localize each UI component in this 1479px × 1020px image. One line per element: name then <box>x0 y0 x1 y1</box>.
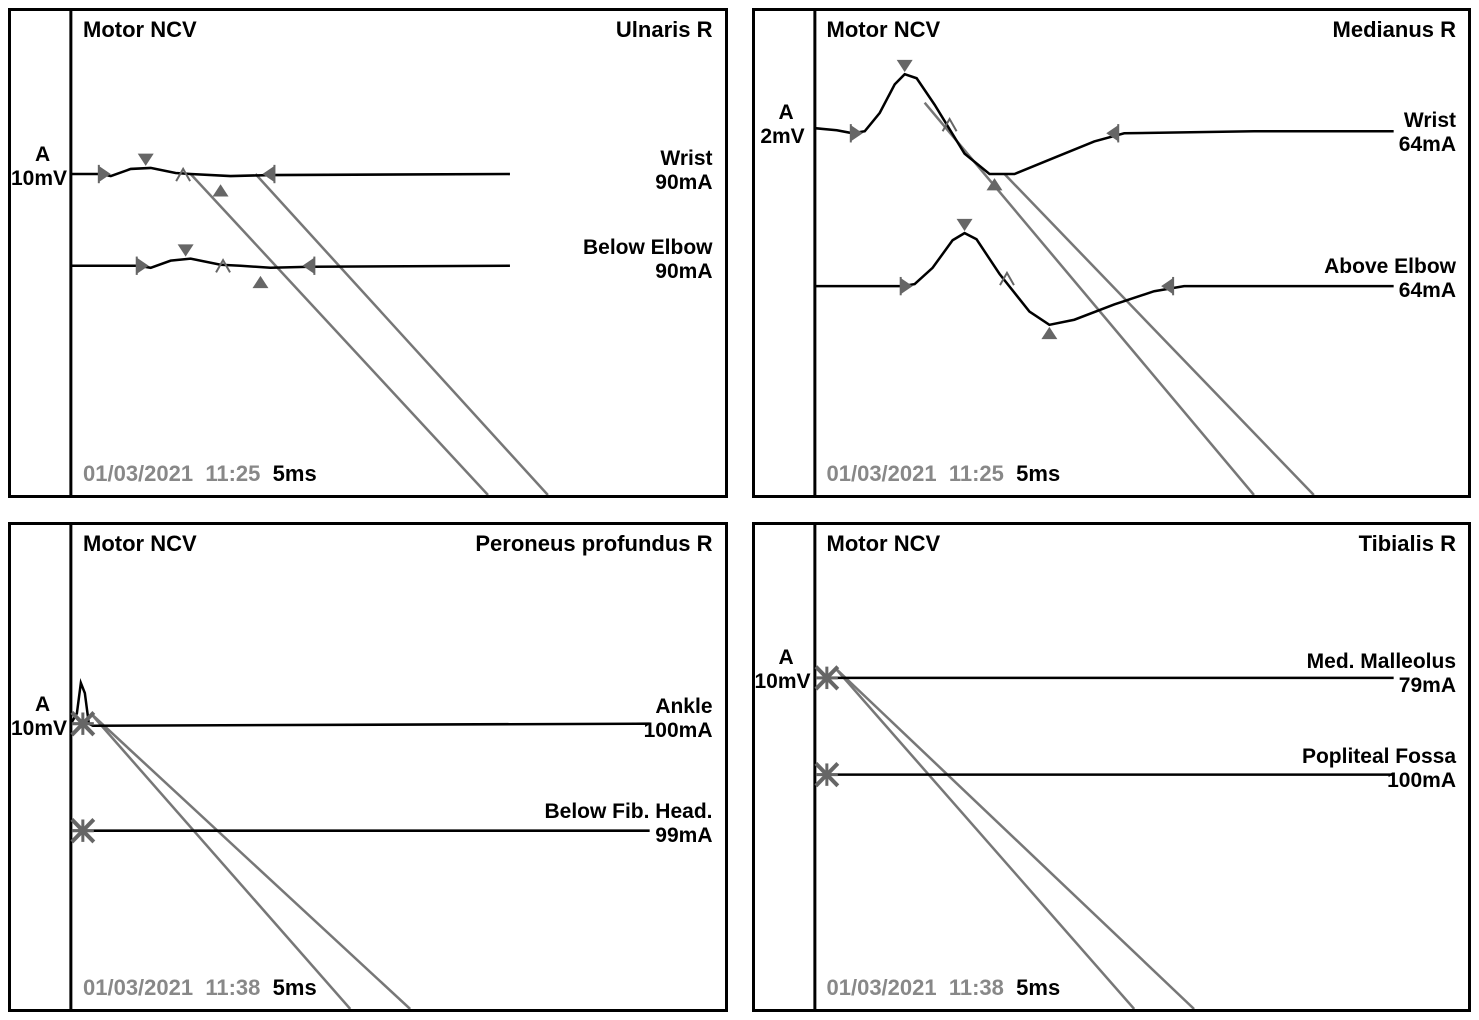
trace-label: Below Elbow90mA <box>583 236 713 284</box>
panel-nerve: Peroneus profundus R <box>475 531 712 557</box>
axis-unit: 10mV <box>11 167 67 191</box>
trace-label: Wrist90mA <box>655 147 712 195</box>
panel-bottom-left: Motor NCV Peroneus profundus R A 10mV An… <box>8 522 728 1012</box>
timestamp: 01/03/2021 11:25 5ms <box>83 461 317 487</box>
timestamp: 01/03/2021 11:38 5ms <box>83 975 317 1001</box>
panel-title: Motor NCV <box>83 531 197 557</box>
axis-unit: 2mV <box>755 125 811 149</box>
axis-letter: A <box>35 143 50 167</box>
axis-letter: A <box>779 646 794 670</box>
waveform-svg <box>755 11 1469 495</box>
trace-label: Med. Malleolus79mA <box>1307 650 1456 698</box>
panel-top-left: Motor NCV Ulnaris R A 10mV Wrist90mA Bel… <box>8 8 728 498</box>
trace-label: Wrist64mA <box>1399 109 1456 157</box>
panel-nerve: Medianus R <box>1333 17 1456 43</box>
trace-label: Popliteal Fossa100mA <box>1302 745 1456 793</box>
waveform-svg <box>11 525 725 1009</box>
panel-title: Motor NCV <box>827 531 941 557</box>
panel-top-right: Motor NCV Medianus R A 2mV Wrist64mA Abo… <box>752 8 1472 498</box>
timestamp: 01/03/2021 11:25 5ms <box>827 461 1061 487</box>
panel-title: Motor NCV <box>83 17 197 43</box>
axis-letter: A <box>779 101 794 125</box>
panel-bottom-right: Motor NCV Tibialis R A 10mV Med. Malleol… <box>752 522 1472 1012</box>
panel-nerve: Tibialis R <box>1359 531 1456 557</box>
axis-letter: A <box>35 693 50 717</box>
panel-title: Motor NCV <box>827 17 941 43</box>
trace-label: Ankle100mA <box>644 695 713 743</box>
timestamp: 01/03/2021 11:38 5ms <box>827 975 1061 1001</box>
panel-nerve: Ulnaris R <box>616 17 713 43</box>
trace-label: Below Fib. Head.99mA <box>544 800 712 848</box>
trace-label: Above Elbow64mA <box>1324 255 1456 303</box>
axis-unit: 10mV <box>11 717 67 741</box>
axis-unit: 10mV <box>755 670 811 694</box>
